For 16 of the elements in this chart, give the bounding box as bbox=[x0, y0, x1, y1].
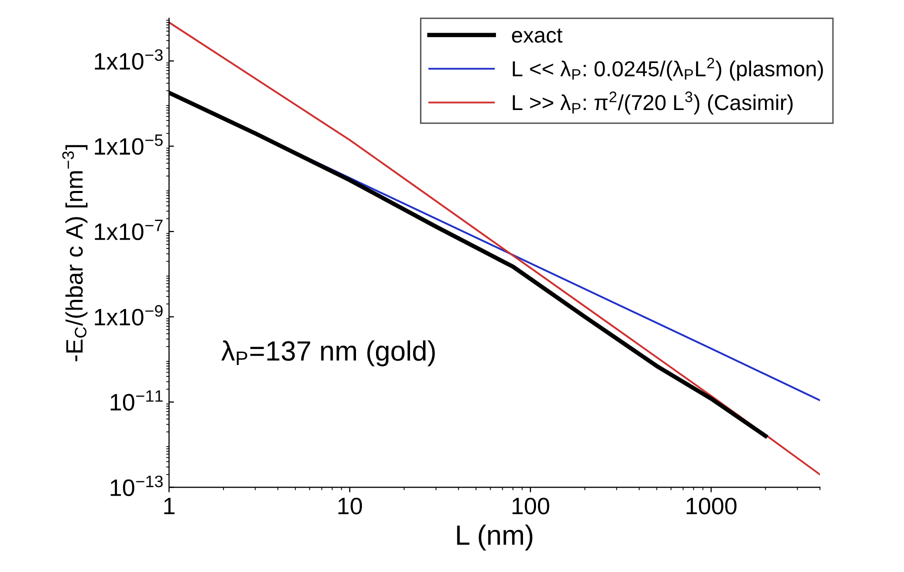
legend-label: exact bbox=[512, 28, 562, 43]
annotation: λ$_{P}$=137 nm (gold) bbox=[221, 340, 435, 366]
x-tick-label: 10 bbox=[338, 498, 362, 514]
x-tick-label: 100 bbox=[512, 498, 550, 514]
y-tick-label: 10$^{−11}$ bbox=[110, 390, 163, 411]
x-axis-title: L (nm) bbox=[457, 524, 532, 551]
x-tick-label: 1000 bbox=[686, 498, 736, 514]
x-tick-label: 1 bbox=[164, 498, 174, 514]
y-axis-title: -E$_{C}$/(hbar c A) [nm$^{−3}$] bbox=[62, 145, 88, 362]
y-tick-label: 1x10$^{−7}$ bbox=[94, 220, 163, 240]
y-tick-label: 1x10$^{−5}$ bbox=[94, 134, 163, 155]
y-tick-label: 1x10$^{−9}$ bbox=[94, 305, 163, 326]
y-tick-label: 10$^{−13}$ bbox=[110, 476, 163, 496]
legend-label: L << λ$_{P}$: 0.0245/(λ$_{P}$L$^{2}$) (plasmon) bbox=[512, 58, 823, 81]
legend-label: L >> λ$_{P}$: π$^{2}$/(720 L$^{3}$) (Casimir) bbox=[512, 92, 793, 114]
y-tick-label: 1x10$^{−3}$ bbox=[94, 49, 163, 70]
